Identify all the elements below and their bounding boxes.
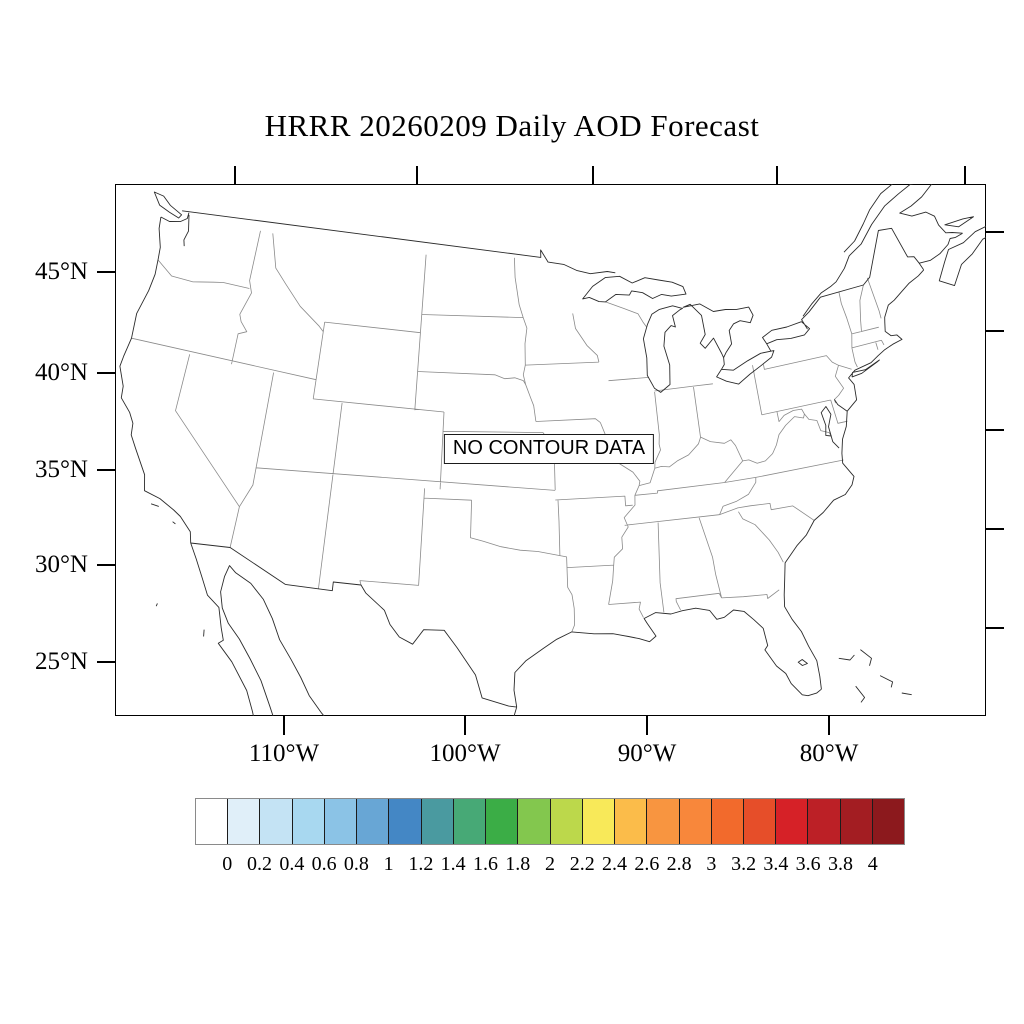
colorbar-cell bbox=[582, 799, 616, 844]
colorbar-tick-label: 1.4 bbox=[440, 853, 466, 875]
colorbar-cell bbox=[647, 799, 680, 844]
colorbar-tick-label: 2 bbox=[545, 853, 555, 875]
colorbar-tick-label: 0.8 bbox=[343, 853, 369, 875]
lon-tick-top bbox=[416, 166, 418, 184]
colorbar-cell bbox=[776, 799, 809, 844]
colorbar-tick-label: 1.6 bbox=[472, 853, 498, 875]
lat-tick-label: 25°N bbox=[34, 648, 88, 675]
lat-tick bbox=[97, 271, 115, 273]
state-borders bbox=[131, 230, 885, 633]
plot-title: HRRR 20260209 Daily AOD Forecast bbox=[264, 108, 760, 143]
colorbar-tick-label: 2.6 bbox=[634, 853, 660, 875]
colorbar-cell bbox=[518, 799, 551, 844]
colorbar-cell bbox=[324, 799, 358, 844]
lat-tick-right bbox=[986, 231, 1004, 233]
lat-tick-label: 30°N bbox=[34, 551, 88, 578]
colorbar-cell bbox=[453, 799, 487, 844]
lat-tick-label: 35°N bbox=[34, 456, 88, 483]
lat-tick bbox=[97, 469, 115, 471]
colorbar-tick-label: 4 bbox=[867, 853, 878, 875]
lon-tick bbox=[828, 716, 830, 735]
colorbar-cell bbox=[679, 799, 712, 844]
colorbar-cell bbox=[743, 799, 777, 844]
colorbar-cell bbox=[260, 799, 293, 844]
lon-tick-label: 90°W bbox=[617, 740, 677, 767]
lon-tick-label: 110°W bbox=[248, 740, 320, 767]
colorbar-tick-label: 1 bbox=[383, 853, 394, 875]
lat-tick-right bbox=[986, 528, 1004, 530]
colorbar-tick-label: 0.6 bbox=[311, 853, 337, 875]
colorbar-cell bbox=[421, 799, 454, 844]
lat-tick bbox=[97, 372, 115, 374]
lon-tick-top bbox=[964, 166, 966, 184]
colorbar-cell bbox=[872, 799, 905, 844]
colorbar-tick-label: 0.2 bbox=[247, 853, 273, 875]
colorbar-cell bbox=[711, 799, 744, 844]
colorbar-tick-label: 0.4 bbox=[279, 853, 305, 875]
lat-tick bbox=[97, 661, 115, 663]
lat-tick-right bbox=[986, 429, 1004, 431]
colorbar-cell bbox=[808, 799, 841, 844]
colorbar-tick-label: 3.8 bbox=[827, 853, 853, 875]
colorbar-tick-label: 3.2 bbox=[731, 853, 757, 875]
lon-tick bbox=[464, 716, 466, 735]
lat-tick-right bbox=[986, 627, 1004, 629]
lon-tick-top bbox=[234, 166, 236, 184]
lat-tick-right bbox=[986, 330, 1004, 332]
colorbar-cell bbox=[228, 799, 261, 844]
colorbar-cell bbox=[615, 799, 648, 844]
coastlines bbox=[119, 184, 986, 716]
colorbar-tick-label: 2.2 bbox=[569, 853, 595, 875]
colorbar-tick-label: 1.8 bbox=[505, 853, 531, 875]
colorbar-cell bbox=[389, 799, 422, 844]
no-contour-data-label: NO CONTOUR DATA bbox=[443, 434, 655, 464]
colorbar bbox=[195, 798, 905, 845]
colorbar-cell bbox=[292, 799, 325, 844]
colorbar-tick-label: 1.2 bbox=[408, 853, 434, 875]
colorbar-tick-label: 2.4 bbox=[602, 853, 628, 875]
lat-tick bbox=[97, 564, 115, 566]
lon-tick-top bbox=[776, 166, 778, 184]
colorbar-cell bbox=[840, 799, 873, 844]
lat-tick-label: 45°N bbox=[34, 258, 88, 285]
lon-tick-label: 80°W bbox=[799, 740, 859, 767]
colorbar-cell bbox=[486, 799, 519, 844]
lon-tick-top bbox=[592, 166, 594, 184]
colorbar-cell bbox=[550, 799, 583, 844]
colorbar-tick-label: 3.6 bbox=[795, 853, 821, 875]
colorbar-tick-label: 2.8 bbox=[666, 853, 692, 875]
lon-tick-label: 100°W bbox=[429, 740, 501, 767]
colorbar-tick-label: 3.4 bbox=[763, 853, 789, 875]
colorbar-tick-label: 0 bbox=[222, 853, 233, 875]
colorbar-tick-label: 3 bbox=[706, 853, 717, 875]
lon-tick bbox=[283, 716, 285, 735]
colorbar-cell bbox=[357, 799, 390, 844]
colorbar-cell bbox=[196, 799, 229, 844]
lat-tick-label: 40°N bbox=[34, 359, 88, 386]
lon-tick bbox=[646, 716, 648, 735]
